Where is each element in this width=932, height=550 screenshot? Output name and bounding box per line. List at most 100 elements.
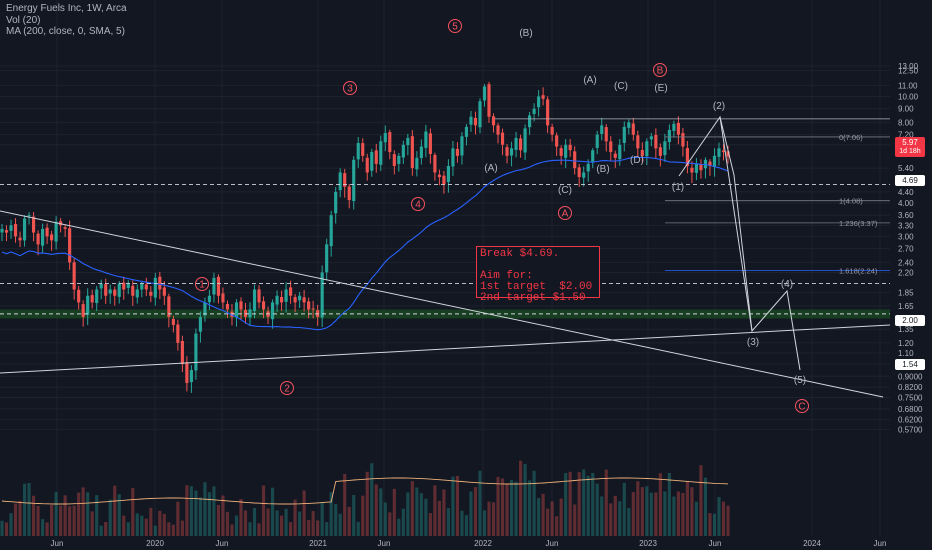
y-axis-tick-label: 9.00: [898, 105, 914, 114]
legend-ma: MA (200, close, 0, SMA, 5): [6, 26, 125, 37]
volume-bar: [41, 519, 45, 536]
volume-bar: [428, 513, 432, 536]
candle-body: [667, 129, 671, 143]
volume-bar: [555, 516, 559, 536]
wave-circle-A: [558, 206, 572, 220]
candle-body: [307, 301, 311, 310]
volume-bar: [284, 508, 288, 536]
candle-body: [13, 224, 18, 237]
candle-body: [194, 333, 198, 371]
candle-body: [568, 144, 572, 151]
volume-bar: [22, 483, 27, 536]
volume-bar: [613, 495, 617, 536]
candle-body: [117, 283, 121, 297]
volume-bar: [528, 480, 532, 536]
candle-body: [352, 159, 356, 201]
volume-bar: [158, 510, 162, 536]
wave-circle-5: [448, 19, 462, 33]
candle-body: [397, 155, 401, 164]
volume-bar: [627, 507, 631, 536]
volume-bar: [663, 491, 667, 536]
candle-body: [140, 283, 144, 290]
y-axis-tick-label: 1.35: [898, 325, 914, 334]
y-axis-tick-label: 8.00: [898, 118, 914, 127]
candle-body: [401, 144, 405, 158]
volume-bar: [541, 493, 545, 536]
candle-body: [77, 289, 81, 303]
volume-bar: [446, 508, 451, 536]
x-axis-tick-label: 2021: [309, 539, 327, 548]
volume-bar: [609, 503, 613, 536]
volume-bar: [257, 523, 261, 536]
volume-bar: [77, 492, 81, 536]
candle-body: [433, 154, 437, 173]
wave-label-grey: (1): [672, 182, 684, 193]
y-axis-tick-label: 12.50: [898, 67, 919, 76]
candle-body: [248, 309, 252, 318]
volume-bar: [279, 515, 284, 536]
volume-bar: [338, 513, 342, 536]
wave-label-3: 3: [347, 84, 353, 95]
volume-bar: [500, 478, 505, 536]
wave-label-C: C: [798, 402, 805, 413]
candle-body: [482, 86, 487, 101]
volume-bar: [658, 473, 662, 536]
candle-body: [212, 277, 216, 295]
candle-body: [239, 301, 243, 310]
candle-body: [207, 295, 212, 303]
candle-body: [446, 165, 451, 183]
volume-bar: [171, 524, 175, 536]
volume-bar: [370, 463, 374, 536]
y-axis-tick-label: 5.40: [898, 164, 914, 173]
candle-body: [726, 151, 730, 157]
volume-bar: [559, 498, 563, 536]
volume-bar: [0, 520, 4, 536]
volume-bar: [248, 522, 252, 536]
wave-label-grey: (A): [484, 163, 497, 174]
wave-label-2: 2: [284, 384, 290, 395]
candle-body: [270, 302, 275, 320]
legend-title: Energy Fuels Inc, 1W, Arca: [6, 3, 127, 14]
volume-bar: [645, 486, 649, 536]
volume-bar: [568, 471, 572, 536]
candle-body: [496, 125, 500, 135]
volume-bar: [406, 492, 410, 536]
volume-bar: [95, 495, 99, 536]
volume-bar: [239, 499, 243, 536]
candle-body: [649, 136, 653, 140]
candle-body: [311, 308, 315, 310]
candle-body: [225, 303, 230, 310]
candle-body: [532, 108, 536, 114]
volume-bar: [383, 502, 387, 536]
candle-body: [577, 167, 581, 178]
projected-wave-path: [719, 116, 735, 176]
volume-bar: [649, 492, 653, 536]
candle-body: [627, 122, 631, 128]
candle-body: [460, 136, 464, 156]
y-axis-tick-label: 7.20: [898, 131, 914, 140]
volume-bar: [320, 502, 324, 536]
x-axis-tick-label: Jun: [546, 539, 559, 548]
candle-body: [338, 172, 342, 191]
volume-bar: [144, 518, 148, 536]
volume-bar: [230, 524, 234, 536]
volume-bar: [388, 512, 392, 536]
y-axis-tick-label: 4.00: [898, 199, 914, 208]
volume-bar: [365, 471, 369, 536]
volume-bar: [212, 486, 216, 536]
x-axis-tick-label: 2024: [803, 539, 821, 548]
candle-body: [22, 218, 27, 241]
candle-body: [564, 144, 568, 158]
volume-bar: [672, 496, 676, 536]
descending-trendline: [0, 210, 884, 398]
candle-body: [279, 297, 284, 303]
volume-bar: [90, 511, 94, 536]
volume-bar: [717, 497, 721, 536]
level-badge-2-00: 2.00: [895, 315, 925, 326]
x-axis-tick-label: 2023: [639, 539, 657, 548]
candle-body: [158, 276, 162, 290]
y-axis-tick-label: 0.9000: [898, 372, 923, 381]
volume-bar: [329, 492, 333, 536]
volume-bar: [703, 477, 708, 536]
